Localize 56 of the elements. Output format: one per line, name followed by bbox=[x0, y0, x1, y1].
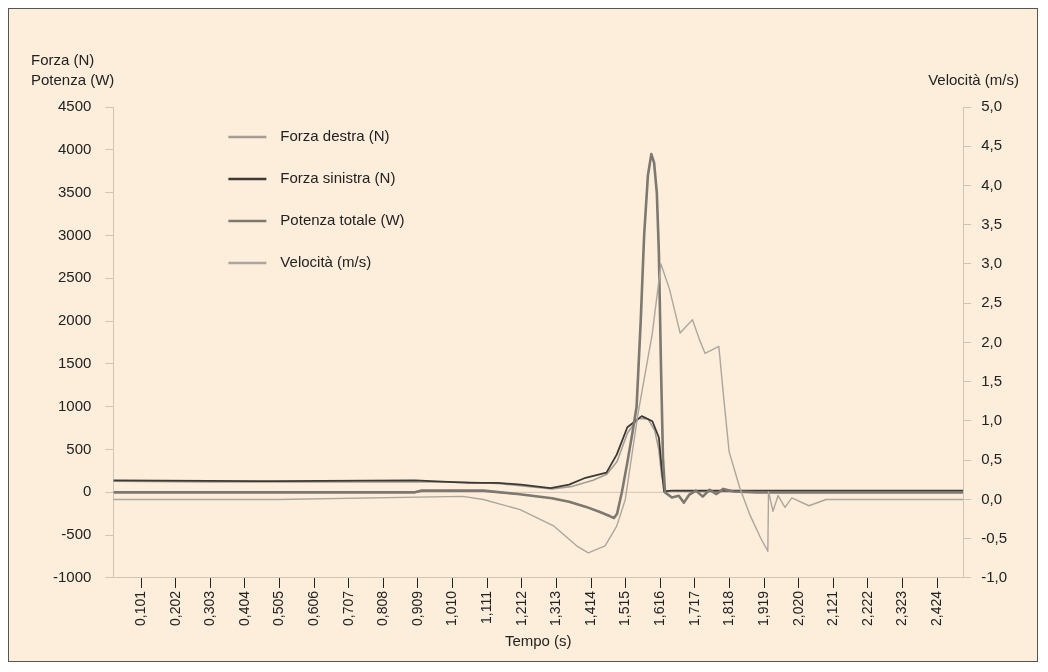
y2-tick-label: 0,5 bbox=[981, 450, 1003, 468]
y-tick-label: 1500 bbox=[57, 354, 92, 372]
y2-tick-label: 0,0 bbox=[981, 489, 1003, 507]
x-tick-label: 1,111 bbox=[478, 590, 495, 624]
x-tick-label: 0,303 bbox=[201, 590, 218, 627]
y2-axis-title: Velocità (m/s) bbox=[928, 71, 1019, 88]
x-tick-label: 2,222 bbox=[858, 590, 875, 627]
x-tick-label: 0,808 bbox=[374, 590, 391, 627]
x-tick-label: 0,606 bbox=[305, 590, 322, 627]
y-tick-label: 3500 bbox=[57, 182, 92, 200]
y2-tick-label: -0,5 bbox=[981, 528, 1008, 546]
y2-tick-label: 1,5 bbox=[981, 371, 1003, 389]
y-tick-label: 3000 bbox=[57, 225, 92, 243]
x-tick-label: 0,707 bbox=[339, 590, 356, 627]
x-tick-label: 0,101 bbox=[131, 590, 148, 627]
x-tick-label: 1,515 bbox=[616, 590, 633, 627]
y-tick-label: 4000 bbox=[57, 139, 92, 157]
y-tick-label: 4500 bbox=[57, 97, 92, 115]
y2-tick-label: 3,0 bbox=[981, 254, 1003, 272]
y2-tick-label: 5,0 bbox=[981, 97, 1003, 115]
x-tick-label: 0,505 bbox=[270, 590, 287, 627]
x-tick-label: 1,616 bbox=[651, 590, 668, 627]
x-tick-label: 0,404 bbox=[235, 590, 252, 627]
x-tick-label: 1,313 bbox=[547, 590, 564, 627]
y-tick-label: 2500 bbox=[57, 268, 92, 286]
x-tick-label: 1,414 bbox=[581, 590, 598, 627]
x-axis-title: Tempo (s) bbox=[504, 632, 572, 650]
x-tick-label: 2,323 bbox=[893, 590, 910, 627]
y2-tick-label: 2,5 bbox=[981, 293, 1003, 311]
y-tick-label: 0 bbox=[83, 482, 92, 500]
x-tick-label: 2,424 bbox=[927, 590, 944, 627]
y2-tick-label: -1,0 bbox=[981, 568, 1008, 586]
x-tick-label: 1,919 bbox=[754, 590, 771, 627]
y2-tick-label: 3,5 bbox=[981, 214, 1003, 232]
legend-label: Potenza totale (W) bbox=[280, 211, 405, 229]
y-tick-label: 2000 bbox=[57, 311, 92, 329]
legend-label: Forza destra (N) bbox=[280, 127, 390, 145]
legend-label: Forza sinistra (N) bbox=[280, 169, 396, 187]
y2-tick-label: 4,5 bbox=[981, 136, 1003, 154]
x-tick-label: 1,818 bbox=[720, 590, 737, 627]
y-tick-label: 1000 bbox=[57, 396, 92, 414]
x-tick-label: 1,010 bbox=[443, 590, 460, 627]
y2-tick-label: 2,0 bbox=[981, 332, 1003, 350]
y-axis-title: Forza (N) Potenza (W) bbox=[31, 51, 115, 88]
x-tick-label: 1,717 bbox=[685, 590, 702, 627]
x-tick-label: 2,121 bbox=[824, 590, 841, 627]
y2-tick-label: 4,0 bbox=[981, 175, 1003, 193]
y2-tick-label: 1,0 bbox=[981, 411, 1003, 429]
x-tick-label: 2,020 bbox=[789, 590, 806, 627]
y-tick-label: 500 bbox=[66, 439, 92, 457]
x-tick-label: 1,212 bbox=[512, 590, 529, 627]
x-tick-label: 0,909 bbox=[408, 590, 425, 627]
y-tick-label: -500 bbox=[61, 525, 92, 543]
y-tick-label: -1000 bbox=[52, 568, 92, 586]
legend-label: Velocità (m/s) bbox=[280, 253, 372, 271]
x-tick-label: 0,202 bbox=[166, 590, 183, 627]
